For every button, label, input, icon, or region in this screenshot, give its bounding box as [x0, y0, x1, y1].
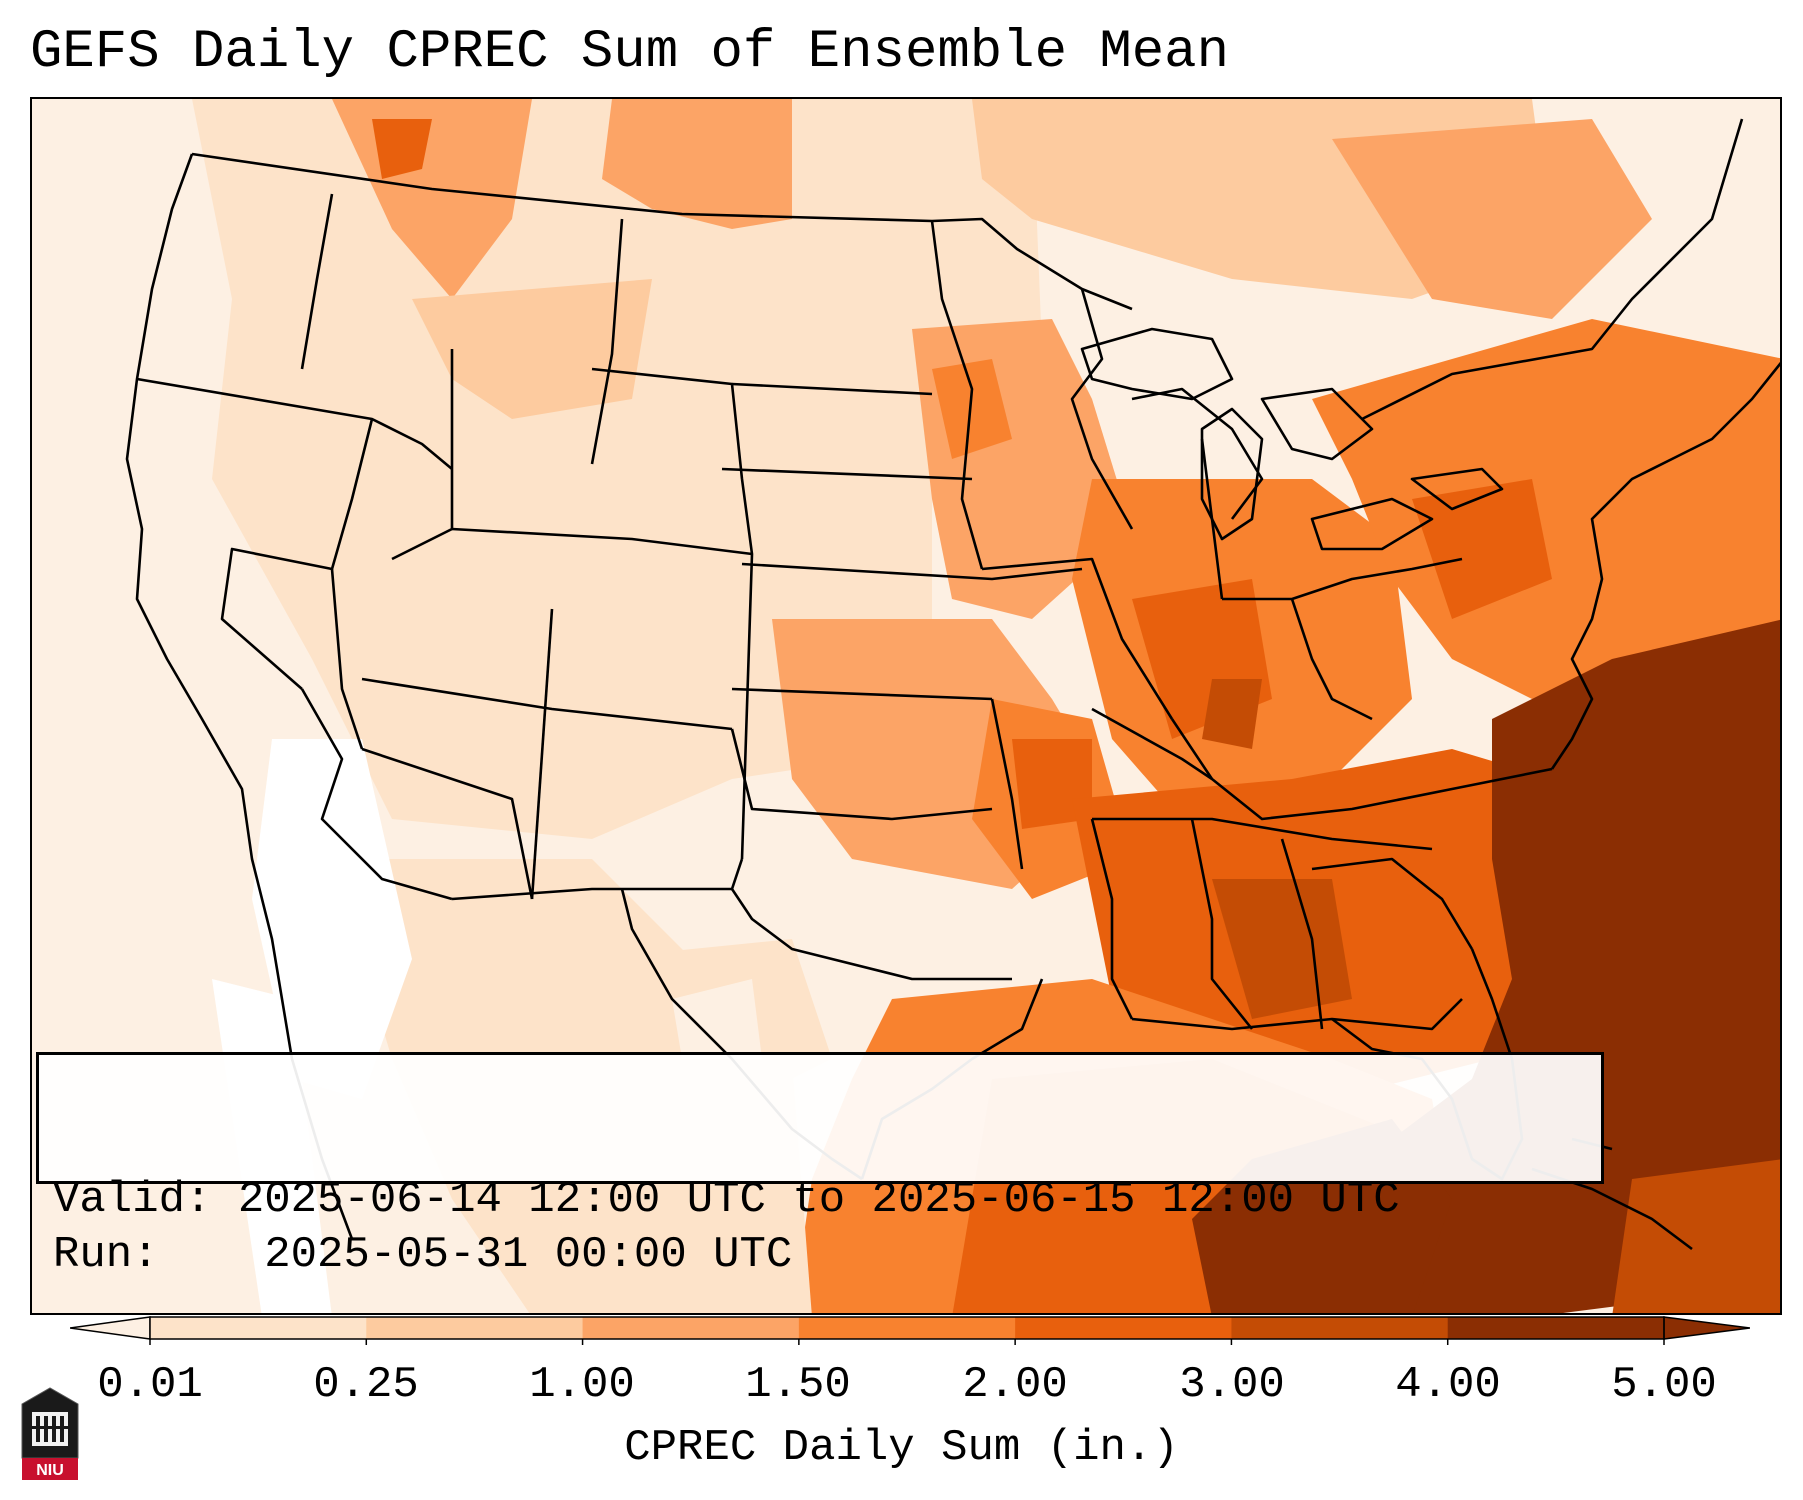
colorbar-segment	[1231, 1317, 1449, 1339]
valid-time-range: 2025-06-14 12:00 UTC to 2025-06-15 12:00…	[237, 1175, 1400, 1225]
colorbar-max-extension	[1663, 1316, 1750, 1340]
logo-text: NIU	[36, 1462, 64, 1479]
colorbar-min-extension	[70, 1316, 151, 1340]
colorbar-tick-label: 2.00	[962, 1360, 1068, 1410]
colorbar-ticks	[149, 1339, 1665, 1345]
colorbar	[70, 1316, 1750, 1345]
map-title: GEFS Daily CPREC Sum of Ensemble Mean	[30, 22, 1229, 83]
run-label: Run:	[53, 1230, 159, 1280]
run-row: Run: 2025-05-31 00:00 UTC	[53, 1228, 1587, 1283]
colorbar-segment	[582, 1317, 800, 1339]
state-borders	[125, 118, 1780, 1251]
valid-run-info-box: Valid: 2025-06-14 12:00 UTC to 2025-06-1…	[36, 1052, 1604, 1280]
colorbar-tick-label: 3.00	[1179, 1360, 1285, 1410]
colorbar-outline	[149, 1316, 1665, 1340]
colorbar-segment	[366, 1317, 584, 1339]
university-tower-icon: NIU	[21, 1387, 79, 1480]
colorbar-tick-label: 0.25	[313, 1360, 419, 1410]
colorbar-tick-labels: 0.01 0.25 1.00 1.50 2.00 3.00 4.00 5.00	[0, 1360, 1803, 1420]
colorbar-segment	[798, 1317, 1016, 1339]
colorbar-tick-label: 1.00	[529, 1360, 635, 1410]
colorbar-tick-label: 1.50	[745, 1360, 851, 1410]
colorbar-segment	[150, 1317, 367, 1339]
valid-label: Valid:	[53, 1175, 212, 1225]
run-time: 2025-05-31 00:00 UTC	[264, 1230, 793, 1280]
colorbar-tick-label: 4.00	[1395, 1360, 1501, 1410]
colorbar-segments	[70, 1316, 1750, 1340]
colorbar-segment	[1447, 1317, 1665, 1339]
colorbar-label: CPREC Daily Sum (in.)	[624, 1423, 1179, 1473]
valid-row: Valid: 2025-06-14 12:00 UTC to 2025-06-1…	[53, 1173, 1587, 1228]
colorbar-segment	[1015, 1317, 1232, 1339]
colorbar-tick-label: 0.01	[97, 1360, 203, 1410]
colorbar-tick-label: 5.00	[1611, 1360, 1717, 1410]
